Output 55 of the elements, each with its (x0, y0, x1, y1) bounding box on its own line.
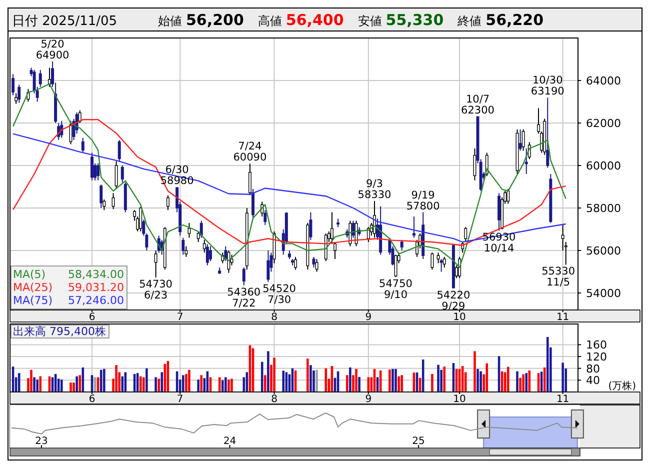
y-tick-label: 40 (586, 374, 600, 388)
annotation: 10/30 63190 (530, 74, 564, 98)
x-tick-label: 10 (453, 394, 466, 405)
y-tick-label: 80 (586, 362, 600, 376)
x-tick-label: 6 (88, 394, 96, 405)
header-label: 安値 (358, 14, 382, 28)
x-tick-label: 25 (412, 436, 425, 447)
header-label: 高値 (258, 14, 282, 28)
annotation: 54360 7/22 (227, 286, 261, 310)
legend-label: MA(75) (13, 294, 53, 307)
annotation: 56930 10/14 (482, 232, 516, 255)
y-tick-label: 56000 (586, 244, 621, 258)
annotation: 7/24 60090 (233, 140, 267, 164)
annotation: 5/20 64900 (36, 38, 70, 62)
x-tick-label: 24 (223, 436, 236, 447)
y-tick-label: 58000 (586, 202, 621, 215)
legend-value: 57,246.00 (68, 294, 124, 307)
annotation: 55330 11/5 (542, 266, 575, 289)
x-tick-label: 6 (88, 312, 96, 323)
legend-value: 59,031.20 (68, 281, 124, 294)
y-tick-label: 54000 (586, 287, 621, 300)
header-value: 55,330 (386, 11, 444, 29)
x-tick-label: 11 (556, 394, 570, 405)
y-tick-label: 62000 (586, 117, 621, 130)
ylabel: (万株) (608, 381, 636, 392)
x-tick-label: 11 (556, 312, 570, 323)
annotation: 9/19 57800 (406, 189, 440, 212)
y-tick-label: 120 (586, 350, 607, 364)
legend-label: MA(25) (13, 281, 53, 294)
legend-value: 58,434.00 (68, 268, 124, 281)
title: 日付 2025/11/05 (12, 14, 118, 29)
header-value: 56,220 (486, 11, 544, 29)
annotation: 54750 9/10 (379, 278, 412, 302)
y-tick-label: 64000 (586, 74, 621, 88)
annotation: 10/7 62300 (461, 94, 494, 117)
x-tick-label: 8 (271, 312, 278, 323)
annotation: 54220 9/29 (436, 289, 470, 312)
title: 出来高 795,400株 (13, 325, 106, 338)
legend-label: MA(5) (13, 268, 46, 281)
header-value: 56,400 (286, 11, 344, 29)
header-label: 終値 (458, 14, 482, 28)
y-tick-label: 60000 (586, 160, 621, 172)
annotation: 54520 7/30 (262, 282, 296, 306)
x-tick-label: 9 (365, 312, 372, 323)
x-tick-label: 9 (365, 394, 372, 405)
header-label: 始値 (158, 14, 182, 28)
x-tick-label: 7 (176, 312, 184, 323)
annotation: 9/3 58330 (358, 178, 392, 201)
x-tick-label: 7 (176, 394, 184, 405)
header-value: 56,200 (186, 11, 244, 29)
x-tick-label: 8 (271, 394, 278, 405)
y-tick-label: 160 (586, 338, 607, 352)
x-tick-label: 10 (453, 312, 466, 323)
x-tick-label: 23 (35, 436, 48, 447)
annotation: 54730 6/23 (139, 278, 172, 302)
